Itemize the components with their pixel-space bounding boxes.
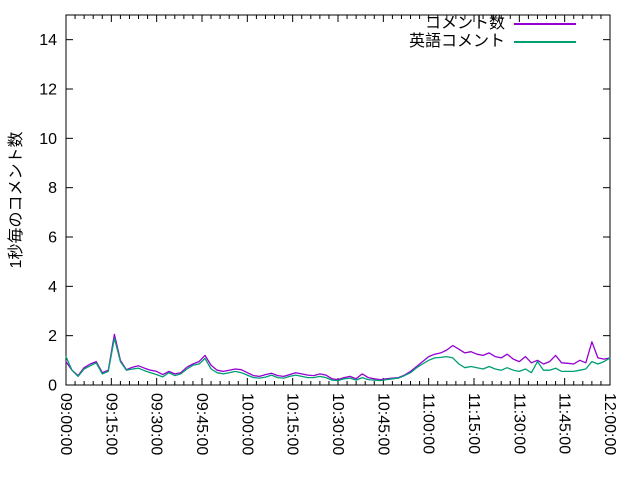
y-tick-label: 6 bbox=[48, 230, 57, 247]
legend-label-comments: コメント数 bbox=[424, 15, 505, 32]
y-tick-label: 8 bbox=[48, 180, 57, 197]
y-tick-label: 4 bbox=[48, 279, 57, 296]
y-tick-label: 0 bbox=[48, 378, 57, 395]
x-tick-label: 10:45:00 bbox=[374, 393, 391, 455]
x-tick-label: 10:00:00 bbox=[238, 393, 255, 455]
x-tick-label: 09:45:00 bbox=[193, 393, 210, 455]
legend: コメント数 英語コメント bbox=[409, 15, 576, 51]
x-tick-label: 09:15:00 bbox=[102, 393, 119, 455]
y-axis-title: 1秒毎のコメント数 bbox=[8, 131, 25, 269]
x-tick-label: 12:00:00 bbox=[601, 393, 618, 455]
y-tick-label: 2 bbox=[48, 328, 57, 345]
x-tick-label: 10:15:00 bbox=[284, 393, 301, 455]
legend-item-comments: コメント数 bbox=[409, 15, 576, 33]
y-tick-label: 14 bbox=[39, 32, 57, 49]
legend-line-comments-icon bbox=[514, 23, 576, 25]
legend-line-english-comments-icon bbox=[514, 41, 576, 43]
series-line-0 bbox=[65, 333, 611, 381]
series-line-1 bbox=[65, 337, 611, 382]
y-tick-label: 12 bbox=[39, 82, 57, 99]
x-tick-label: 11:15:00 bbox=[465, 393, 482, 454]
x-tick-label: 11:00:00 bbox=[420, 393, 437, 454]
y-tick-label: 10 bbox=[39, 131, 57, 148]
x-tick-label: 09:30:00 bbox=[148, 393, 165, 455]
x-tick-label: 09:00:00 bbox=[57, 393, 74, 455]
x-tick-label: 11:30:00 bbox=[510, 393, 527, 454]
plot-border bbox=[65, 14, 611, 386]
legend-item-english-comments: 英語コメント bbox=[409, 33, 576, 51]
x-tick-label: 11:45:00 bbox=[556, 393, 573, 454]
legend-label-english-comments: 英語コメント bbox=[408, 33, 505, 50]
x-tick-label: 10:30:00 bbox=[329, 393, 346, 455]
